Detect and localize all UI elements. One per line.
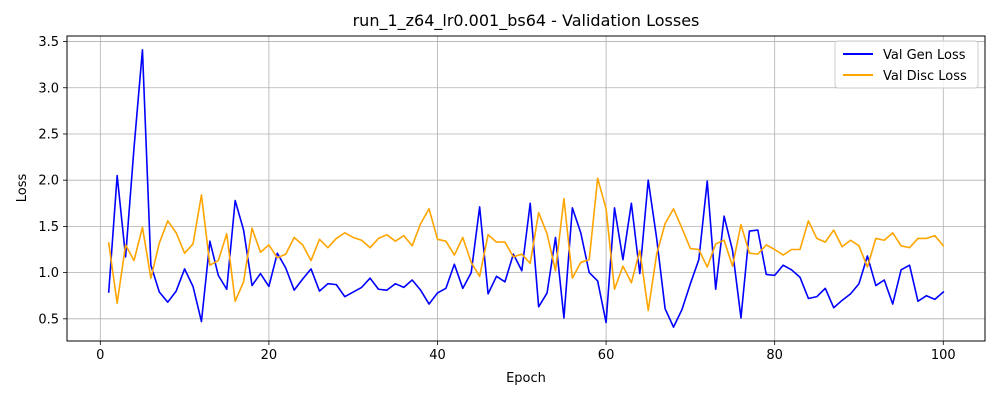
plot-area (67, 36, 985, 341)
y-tick-label: 2.0 (38, 174, 59, 189)
x-axis-label: Epoch (506, 371, 546, 386)
x-tick-label: 0 (96, 348, 104, 363)
legend: Val Gen Loss Val Disc Loss (834, 40, 979, 89)
y-tick-label: 3.0 (38, 81, 59, 96)
x-tick-label: 40 (429, 348, 446, 363)
x-tick-label: 80 (766, 348, 783, 363)
y-axis-label: Loss (15, 174, 30, 203)
y-ticks: 0.5 1.0 1.5 2.0 2.5 3.0 3.5 (38, 35, 67, 327)
plot-frame (66, 35, 986, 342)
legend-label-val-disc-loss: Val Disc Loss (883, 69, 967, 84)
x-tick-label: 20 (261, 348, 278, 363)
x-ticks: 0 20 40 60 80 100 (96, 341, 956, 363)
x-tick-label: 60 (598, 348, 615, 363)
y-tick-label: 1.5 (38, 220, 59, 235)
y-grid (67, 41, 985, 320)
series-layer (107, 49, 945, 328)
chart-title: run_1_z64_lr0.001_bs64 - Validation Loss… (353, 11, 700, 31)
y-tick-label: 0.5 (38, 312, 59, 327)
x-tick-label: 100 (931, 348, 956, 363)
y-tick-label: 2.5 (38, 127, 59, 142)
legend-label-val-gen-loss: Val Gen Loss (883, 48, 966, 63)
y-tick-label: 1.0 (38, 266, 59, 281)
y-tick-label: 3.5 (38, 35, 59, 50)
series-line-val-disc-loss (107, 177, 945, 312)
legend-box (834, 40, 979, 89)
